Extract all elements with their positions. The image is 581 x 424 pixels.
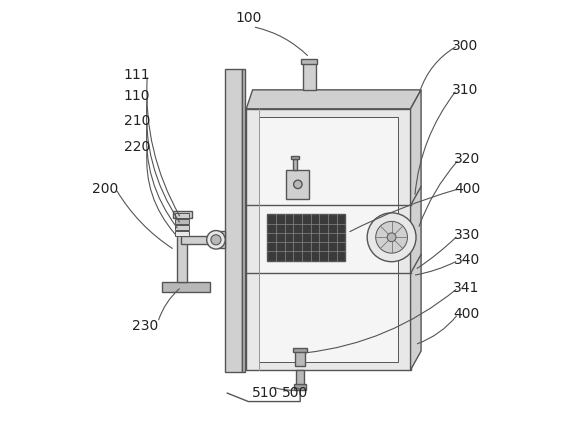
Bar <box>175 213 189 218</box>
Text: 400: 400 <box>453 307 480 321</box>
Circle shape <box>367 213 416 262</box>
Bar <box>175 231 189 236</box>
Text: 330: 330 <box>453 228 480 242</box>
Circle shape <box>376 221 407 253</box>
Text: 111: 111 <box>123 68 150 82</box>
Bar <box>293 348 307 352</box>
Text: 341: 341 <box>453 281 480 295</box>
Bar <box>218 232 225 248</box>
Text: 300: 300 <box>452 39 478 53</box>
Circle shape <box>211 235 221 245</box>
Text: 220: 220 <box>124 140 150 154</box>
Text: 310: 310 <box>452 83 479 97</box>
Bar <box>181 236 209 244</box>
Bar <box>267 215 345 261</box>
Bar <box>293 159 297 170</box>
Bar <box>295 384 306 390</box>
Bar <box>296 370 304 385</box>
Polygon shape <box>246 90 421 109</box>
Circle shape <box>207 231 225 249</box>
Bar <box>175 225 189 230</box>
Bar <box>162 282 210 292</box>
Polygon shape <box>411 90 421 370</box>
Text: 210: 210 <box>124 114 150 128</box>
Bar <box>302 59 317 64</box>
Bar <box>177 218 187 282</box>
Bar <box>286 170 310 199</box>
Text: 510: 510 <box>252 386 278 400</box>
Bar <box>175 219 189 224</box>
Circle shape <box>387 233 396 242</box>
Bar <box>225 69 242 372</box>
Bar <box>295 351 305 366</box>
Circle shape <box>293 180 302 189</box>
Bar <box>242 69 245 372</box>
Bar <box>259 117 398 362</box>
Text: 230: 230 <box>132 319 158 333</box>
Bar <box>173 211 192 218</box>
Text: 200: 200 <box>92 182 119 196</box>
Text: 320: 320 <box>454 152 480 166</box>
Text: 400: 400 <box>454 182 480 196</box>
Bar <box>290 156 299 159</box>
Bar <box>303 62 315 90</box>
Text: 500: 500 <box>282 386 308 400</box>
Text: 110: 110 <box>124 89 150 103</box>
Text: 340: 340 <box>453 254 480 268</box>
Text: 100: 100 <box>235 11 261 25</box>
Bar <box>246 109 411 370</box>
